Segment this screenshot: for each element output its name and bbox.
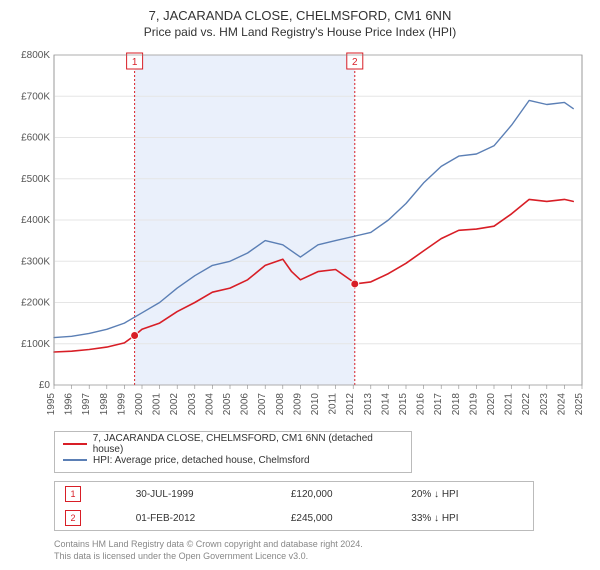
svg-text:2002: 2002: [169, 393, 180, 416]
svg-text:2016: 2016: [416, 393, 427, 416]
svg-text:2000: 2000: [134, 393, 145, 416]
svg-text:1997: 1997: [81, 393, 92, 416]
svg-text:2014: 2014: [380, 393, 391, 416]
legend-label: 7, JACARANDA CLOSE, CHELMSFORD, CM1 6NN …: [93, 433, 403, 455]
svg-text:2001: 2001: [152, 393, 163, 416]
svg-text:2021: 2021: [504, 393, 515, 416]
title-line2: Price paid vs. HM Land Registry's House …: [8, 25, 592, 39]
svg-text:£600K: £600K: [21, 133, 50, 144]
svg-text:1995: 1995: [46, 393, 57, 416]
legend-row: 7, JACARANDA CLOSE, CHELMSFORD, CM1 6NN …: [63, 436, 403, 452]
svg-text:2013: 2013: [363, 393, 374, 416]
sale-delta: 33% ↓ HPI: [401, 506, 533, 531]
svg-text:2010: 2010: [310, 393, 321, 416]
svg-text:1: 1: [132, 57, 138, 68]
svg-text:2008: 2008: [275, 393, 286, 416]
svg-text:1998: 1998: [99, 393, 110, 416]
footer-line1: Contains HM Land Registry data © Crown c…: [54, 539, 592, 551]
svg-text:£800K: £800K: [21, 50, 50, 61]
price-chart: £0 £100K £200K £300K £400K £500K £600K £700K £80…: [8, 45, 592, 425]
svg-text:2023: 2023: [539, 393, 550, 416]
svg-text:2024: 2024: [556, 393, 567, 416]
legend-swatch: [63, 459, 87, 461]
svg-text:1996: 1996: [64, 393, 75, 416]
svg-text:£700K: £700K: [21, 91, 50, 102]
svg-text:£200K: £200K: [21, 298, 50, 309]
legend-label: HPI: Average price, detached house, Chel…: [93, 455, 310, 466]
sale-delta: 20% ↓ HPI: [401, 482, 533, 507]
svg-text:1999: 1999: [116, 393, 127, 416]
sale-price: £120,000: [281, 482, 401, 507]
svg-text:£500K: £500K: [21, 174, 50, 185]
svg-text:2009: 2009: [292, 393, 303, 416]
sales-table: 1 30-JUL-1999£120,00020% ↓ HPI 2 01-FEB-201…: [54, 481, 534, 531]
sale-marker-badge: 1: [65, 486, 81, 502]
svg-text:£100K: £100K: [21, 339, 50, 350]
svg-text:2004: 2004: [204, 393, 215, 416]
sale-price: £245,000: [281, 506, 401, 531]
svg-text:2005: 2005: [222, 393, 233, 416]
svg-text:2003: 2003: [187, 393, 198, 416]
svg-text:2011: 2011: [328, 393, 339, 415]
chart-container: £0 £100K £200K £300K £400K £500K £600K £700K £80…: [8, 45, 592, 425]
svg-text:£400K: £400K: [21, 215, 50, 226]
svg-text:2006: 2006: [240, 393, 251, 416]
table-row: 1 30-JUL-1999£120,00020% ↓ HPI: [55, 482, 534, 507]
sale-date: 30-JUL-1999: [126, 482, 281, 507]
svg-text:2017: 2017: [433, 393, 444, 416]
legend-swatch: [63, 443, 87, 445]
sale-marker-badge: 2: [65, 510, 81, 526]
svg-text:2: 2: [352, 57, 358, 68]
svg-text:2022: 2022: [521, 393, 532, 416]
svg-text:2025: 2025: [574, 393, 585, 416]
svg-text:2018: 2018: [451, 393, 462, 416]
svg-text:2012: 2012: [345, 393, 356, 416]
title-line1: 7, JACARANDA CLOSE, CHELMSFORD, CM1 6NN: [8, 8, 592, 23]
svg-text:2020: 2020: [486, 393, 497, 416]
svg-text:£300K: £300K: [21, 256, 50, 267]
sale-date: 01-FEB-2012: [126, 506, 281, 531]
svg-text:2007: 2007: [257, 393, 268, 416]
footer-attribution: Contains HM Land Registry data © Crown c…: [54, 539, 592, 562]
svg-text:2015: 2015: [398, 393, 409, 416]
footer-line2: This data is licensed under the Open Gov…: [54, 551, 592, 563]
chart-title-block: 7, JACARANDA CLOSE, CHELMSFORD, CM1 6NN …: [8, 8, 592, 39]
table-row: 2 01-FEB-2012£245,00033% ↓ HPI: [55, 506, 534, 531]
svg-text:£0: £0: [39, 380, 51, 391]
legend: 7, JACARANDA CLOSE, CHELMSFORD, CM1 6NN …: [54, 431, 412, 473]
svg-text:2019: 2019: [468, 393, 479, 416]
